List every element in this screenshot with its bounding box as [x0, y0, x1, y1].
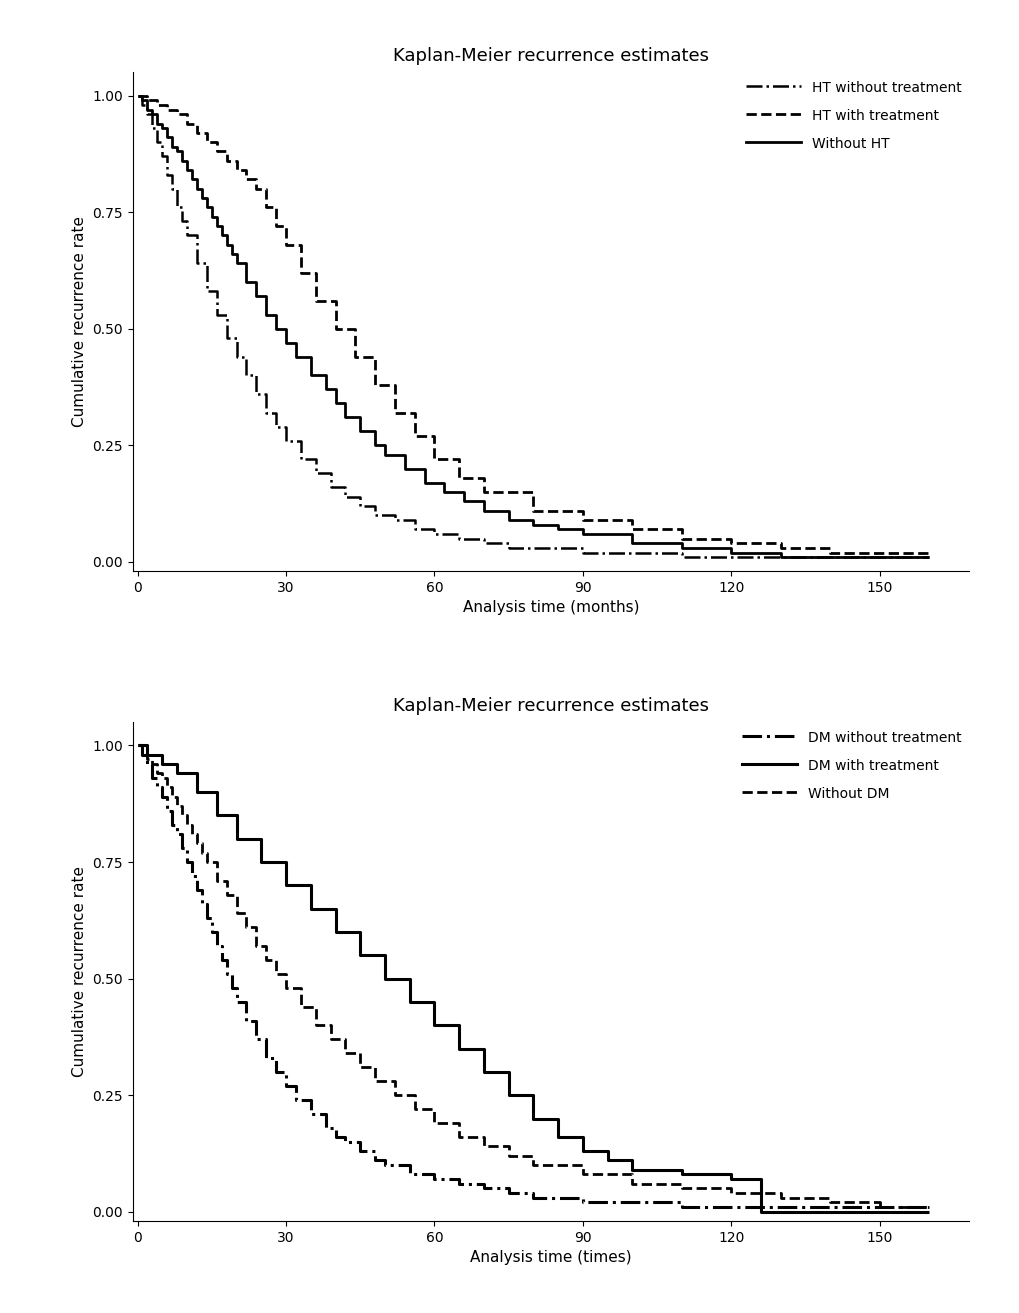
DM with treatment	[210, 807, 222, 823]
Without HT	[191, 172, 203, 188]
Without DM	[527, 1157, 539, 1173]
Without DM	[279, 966, 291, 982]
Without DM	[240, 919, 253, 935]
DM with treatment	[171, 765, 183, 781]
DM without treatment	[922, 1199, 934, 1215]
Without HT	[196, 190, 208, 206]
Without DM	[131, 738, 144, 754]
HT without treatment	[240, 349, 253, 365]
X-axis label: Analysis time (months): Analysis time (months)	[462, 600, 639, 616]
Without HT	[131, 88, 144, 104]
Title: Kaplan-Meier recurrence estimates: Kaplan-Meier recurrence estimates	[392, 697, 708, 716]
Without HT	[279, 320, 291, 336]
Line: DM without treatment: DM without treatment	[138, 746, 928, 1207]
DM with treatment	[131, 738, 144, 754]
HT with treatment	[922, 545, 934, 561]
Without HT	[774, 549, 787, 565]
DM with treatment	[754, 1204, 766, 1220]
DM with treatment	[922, 1204, 934, 1220]
DM with treatment	[329, 924, 341, 940]
HT without treatment	[324, 465, 336, 481]
Without HT	[502, 503, 515, 519]
HT without treatment	[131, 88, 144, 104]
DM without treatment	[171, 817, 183, 832]
DM without treatment	[131, 738, 144, 754]
DM without treatment	[260, 1050, 272, 1066]
HT without treatment	[428, 521, 440, 537]
Line: Without HT: Without HT	[138, 96, 928, 557]
Legend: HT without treatment, HT with treatment, Without HT: HT without treatment, HT with treatment,…	[745, 79, 961, 152]
Without HT	[289, 349, 302, 365]
Line: HT with treatment: HT with treatment	[138, 96, 928, 553]
HT with treatment	[180, 116, 193, 131]
Y-axis label: Cumulative recurrence rate: Cumulative recurrence rate	[71, 217, 87, 427]
Without HT	[206, 209, 218, 225]
HT without treatment	[240, 368, 253, 383]
DM with treatment	[922, 1204, 934, 1220]
HT with treatment	[171, 106, 183, 122]
DM without treatment	[161, 802, 173, 818]
HT without treatment	[676, 549, 688, 565]
HT without treatment	[191, 227, 203, 243]
Without DM	[180, 807, 193, 823]
HT with treatment	[279, 236, 291, 252]
HT without treatment	[180, 214, 193, 230]
DM with treatment	[725, 1171, 737, 1187]
Without DM	[922, 1199, 934, 1215]
DM without treatment	[180, 840, 193, 856]
X-axis label: Analysis time (times): Analysis time (times)	[470, 1250, 631, 1266]
Line: HT without treatment: HT without treatment	[138, 96, 928, 557]
Without DM	[166, 789, 178, 805]
Without DM	[196, 835, 208, 851]
HT with treatment	[270, 200, 282, 215]
Without DM	[873, 1199, 886, 1215]
Y-axis label: Cumulative recurrence rate: Cumulative recurrence rate	[71, 867, 87, 1077]
HT with treatment	[477, 484, 489, 500]
DM without treatment	[676, 1199, 688, 1215]
DM without treatment	[369, 1153, 381, 1169]
DM with treatment	[255, 831, 267, 847]
Line: Without DM: Without DM	[138, 746, 928, 1207]
Without HT	[922, 549, 934, 565]
DM without treatment	[477, 1176, 489, 1192]
Legend: DM without treatment, DM with treatment, Without DM: DM without treatment, DM with treatment,…	[741, 729, 961, 802]
Line: DM with treatment: DM with treatment	[138, 746, 928, 1212]
HT with treatment	[823, 545, 836, 561]
Title: Kaplan-Meier recurrence estimates: Kaplan-Meier recurrence estimates	[392, 47, 708, 66]
HT without treatment	[922, 549, 934, 565]
HT with treatment	[131, 88, 144, 104]
HT with treatment	[774, 536, 787, 551]
